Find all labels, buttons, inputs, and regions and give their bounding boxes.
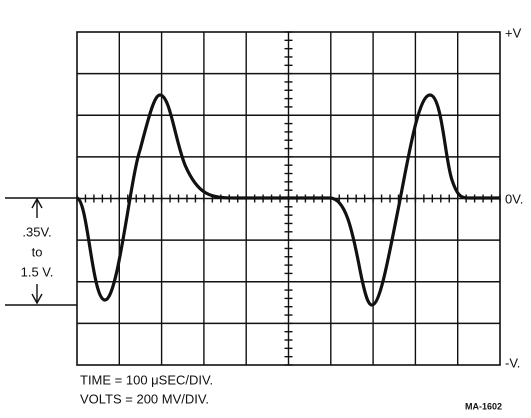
minus-v-label: -V. [505, 355, 520, 370]
time-note: TIME = 100 μSEC/DIV. [80, 372, 213, 387]
amplitude-label: 1.5 V. [21, 264, 54, 279]
waveform [75, 93, 500, 307]
amplitude-label: to [32, 244, 43, 259]
amplitude-label: .35V. [22, 224, 51, 239]
arrow-head [31, 293, 43, 305]
volts-note: VOLTS = 200 MV/DIV. [80, 391, 209, 406]
zero-v-label: 0V. [505, 191, 523, 206]
arrow-head [31, 197, 43, 209]
plus-v-label: +V [505, 25, 522, 40]
figure-id: MA-1602 [465, 401, 502, 411]
